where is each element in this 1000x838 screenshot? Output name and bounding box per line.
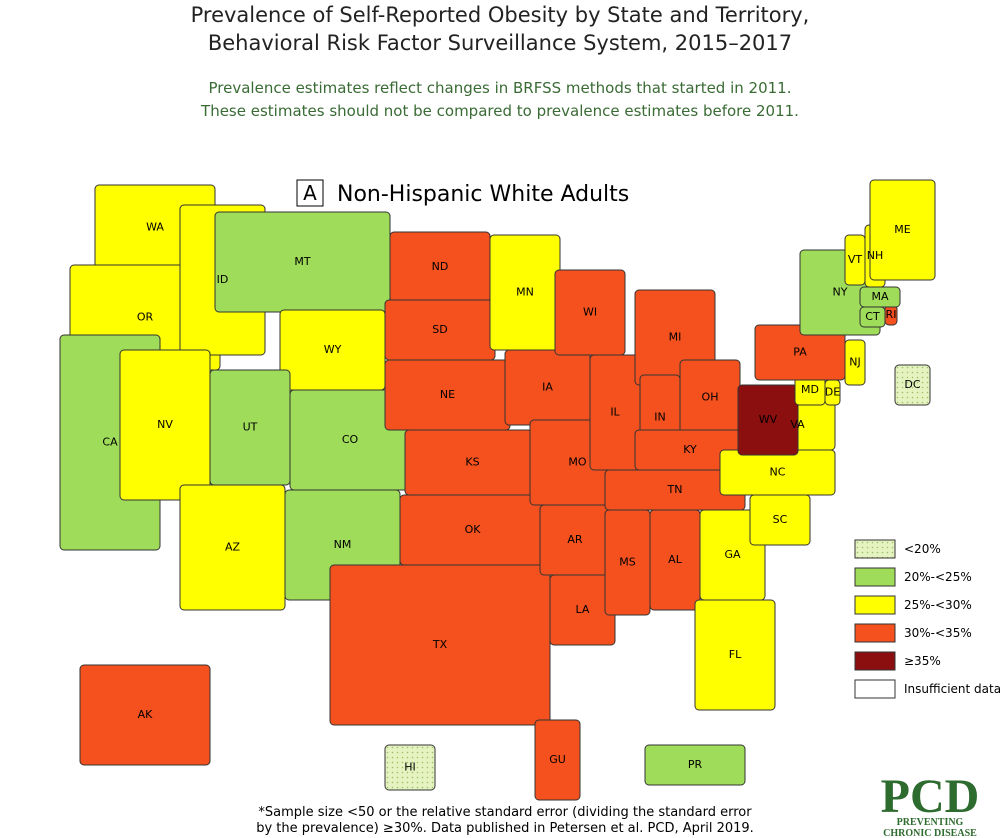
state-label: WY <box>324 343 342 356</box>
state-label: AL <box>668 553 683 566</box>
state-label: IA <box>542 381 553 394</box>
state-label: WA <box>146 221 164 234</box>
title: Behavioral Risk Factor Surveillance Syst… <box>208 31 792 55</box>
state <box>554 269 626 356</box>
legend-label: Insufficient data <box>904 682 1000 696</box>
legend-label: 20%-<25% <box>904 570 972 584</box>
title: Prevalence of Self-Reported Obesity by S… <box>191 3 810 27</box>
legend-swatch <box>854 679 896 699</box>
state-label: SC <box>773 513 788 526</box>
state <box>694 599 776 711</box>
state-label: OH <box>702 391 719 404</box>
state-label: MN <box>516 286 534 299</box>
state-label: PA <box>793 346 807 359</box>
legend-label: <20% <box>904 542 941 556</box>
legend-swatch <box>854 539 896 559</box>
state-label: SD <box>432 323 447 336</box>
state <box>79 664 211 766</box>
state <box>644 744 746 786</box>
state-label: GA <box>724 548 741 561</box>
state-label: MT <box>294 255 310 268</box>
state-label: KS <box>465 456 479 469</box>
state <box>737 384 799 456</box>
state-label: AR <box>567 533 583 546</box>
legend-label: 25%-<30% <box>904 598 972 612</box>
legend: <20% 20%-<25% 25%-<30% 30%-<35% ≥35% Insuffic… <box>854 539 1000 699</box>
legend-swatch <box>854 595 896 615</box>
state-label: VA <box>790 418 805 431</box>
state-label: MS <box>619 556 635 569</box>
state-label: CA <box>102 436 118 449</box>
state-label: AZ <box>225 541 241 554</box>
state-label: OR <box>137 311 154 324</box>
state-label: LA <box>576 603 590 616</box>
state-label: OK <box>465 523 482 536</box>
state-label: NJ <box>849 356 860 369</box>
logo-mark: PCD <box>881 770 980 823</box>
state-label: NH <box>867 249 884 262</box>
state <box>384 744 436 791</box>
state <box>534 719 581 801</box>
legend-label: ≥35% <box>904 654 941 668</box>
legend-swatch <box>854 651 896 671</box>
state-label: MI <box>669 331 682 344</box>
state-label: VT <box>848 253 863 266</box>
footnote: by the prevalence) ≥30%. Data published … <box>256 821 754 836</box>
state-label: ID <box>217 273 229 286</box>
panel-box <box>296 179 324 207</box>
legend-swatch <box>854 623 896 643</box>
state <box>329 564 551 726</box>
state-label: FL <box>729 648 742 661</box>
subtitle: Prevalence estimates reflect changes in … <box>209 79 792 97</box>
state-label: NY <box>833 286 848 299</box>
state-label: WI <box>583 306 597 319</box>
state-label: ND <box>432 260 449 273</box>
state-label: IN <box>654 411 665 424</box>
legend-label: 30%-<35% <box>904 626 972 640</box>
state-label: WV <box>759 413 778 426</box>
logo-text: CHRONIC DISEASE <box>883 828 977 838</box>
states: WA OR CA ID NV MT WY UT CO AZ NM ND SD NE KS OK TX MN IA MO… <box>59 179 936 801</box>
state-label: RI <box>886 308 897 321</box>
state-label: ME <box>894 223 910 236</box>
state-label: CT <box>865 310 880 323</box>
state-label: CO <box>342 433 359 446</box>
state-label: UT <box>243 421 258 434</box>
state <box>894 364 931 406</box>
state-label: NV <box>157 418 173 431</box>
state-label: NM <box>334 538 352 551</box>
state-label: TX <box>432 638 448 651</box>
state-label: DE <box>825 386 840 399</box>
state-label: PR <box>688 758 703 771</box>
legend-swatch <box>854 567 896 587</box>
state-label: MD <box>801 383 819 396</box>
panel-title: Non-Hispanic White Adults <box>337 182 629 207</box>
footnote: *Sample size <50 or the relative standar… <box>258 805 752 820</box>
logo-text: PREVENTING <box>897 817 964 828</box>
state-label: NE <box>440 388 455 401</box>
state-label: MA <box>871 290 888 303</box>
state <box>869 179 936 281</box>
state-label: NC <box>770 466 786 479</box>
state-label: IL <box>610 406 620 419</box>
state-label: MO <box>568 456 586 469</box>
state-label: DC <box>904 378 920 391</box>
panel-letter: A <box>303 181 317 205</box>
state-label: GU <box>549 753 566 766</box>
state-label: AK <box>138 708 154 721</box>
state-label: KY <box>683 443 697 456</box>
subtitle: These estimates should not be compared t… <box>200 102 799 120</box>
state-label: TN <box>667 483 683 496</box>
state-label: HI <box>404 761 416 774</box>
